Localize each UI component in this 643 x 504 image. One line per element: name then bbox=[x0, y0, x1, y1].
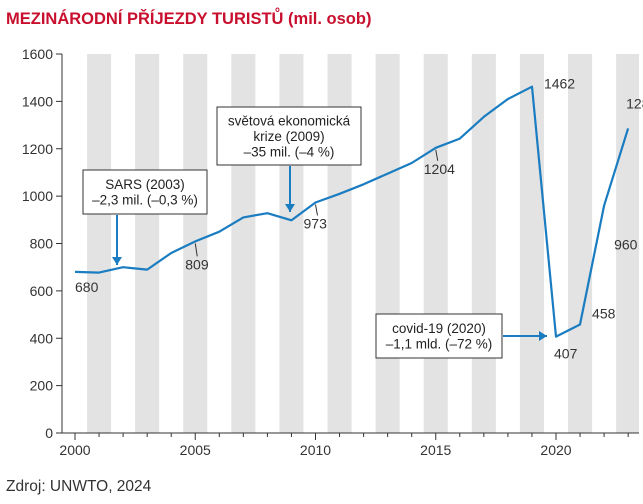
x-axis: 2000 2005 2010 2015 2020 bbox=[59, 432, 639, 458]
grid-bands bbox=[87, 54, 639, 433]
x-tick-label: 2010 bbox=[300, 442, 331, 458]
annotation-sars: SARS (2003)–2,3 mil. (–0,3 %) bbox=[82, 169, 208, 265]
annotation-arrow-head bbox=[112, 257, 122, 265]
y-tick-label: 600 bbox=[30, 283, 54, 299]
label-leader bbox=[194, 243, 198, 257]
data-label: 1286 bbox=[626, 95, 643, 111]
annotation-text: SARS (2003) bbox=[105, 177, 185, 192]
x-tick-label: 2000 bbox=[59, 442, 90, 458]
annotation-text: krize (2009) bbox=[253, 129, 324, 144]
data-label: 680 bbox=[75, 279, 99, 295]
y-tick-label: 1600 bbox=[22, 46, 53, 62]
grid-band bbox=[87, 54, 112, 433]
x-tick-label: 2005 bbox=[180, 442, 211, 458]
y-tick-label: 0 bbox=[45, 425, 53, 441]
annotations: SARS (2003)–2,3 mil. (–0,3 %)světová eko… bbox=[82, 106, 547, 359]
label-leader bbox=[435, 149, 439, 161]
annotation-box bbox=[216, 106, 362, 166]
y-tick-label: 800 bbox=[30, 236, 54, 252]
y-tick-label: 400 bbox=[30, 330, 54, 346]
y-tick-label: 200 bbox=[30, 378, 54, 394]
annotation-text: covid-19 (2020) bbox=[392, 321, 486, 336]
y-tick-label: 1400 bbox=[22, 93, 53, 109]
annotation-box bbox=[82, 169, 208, 215]
data-labels: 680 809 973 1204 1462 407 458 960 1286 bbox=[75, 76, 643, 362]
y-axis: 0 200 400 600 800 1000 1200 1400 1600 bbox=[22, 46, 63, 441]
data-label: 1204 bbox=[424, 161, 455, 177]
data-label: 458 bbox=[592, 306, 616, 322]
annotation-arrow-head bbox=[539, 331, 547, 341]
y-tick-label: 1200 bbox=[22, 141, 53, 157]
data-label: 407 bbox=[554, 346, 578, 362]
x-tick-label: 2015 bbox=[420, 442, 451, 458]
grid-band bbox=[375, 54, 400, 433]
x-tick-label: 2020 bbox=[540, 442, 571, 458]
annotation-text: světová ekonomická bbox=[228, 113, 351, 128]
source-note: Zdroj: UNWTO, 2024 bbox=[6, 478, 152, 495]
annotation-text: –2,3 mil. (–0,3 %) bbox=[92, 193, 198, 208]
grid-band bbox=[423, 54, 448, 433]
annotation-text: –35 mil. (–4 %) bbox=[244, 144, 335, 159]
annotation-box bbox=[375, 313, 503, 359]
label-leader bbox=[315, 204, 318, 216]
annotation-arrow-head bbox=[285, 204, 295, 212]
data-series bbox=[74, 85, 630, 338]
chart-title: MEZINÁRODNÍ PŘÍJEZDY TURISTŮ (mil. osob) bbox=[6, 8, 371, 28]
data-label: 973 bbox=[304, 216, 328, 232]
annotation-text: –1,1 mld. (–72 %) bbox=[386, 337, 493, 352]
data-label: 809 bbox=[185, 256, 209, 272]
y-tick-label: 1000 bbox=[22, 188, 53, 204]
series-line bbox=[74, 85, 630, 338]
data-label: 960 bbox=[614, 237, 638, 253]
grid-band bbox=[568, 54, 593, 433]
data-label: 1462 bbox=[544, 76, 575, 92]
annotation-covid: covid-19 (2020)–1,1 mld. (–72 %) bbox=[375, 313, 547, 359]
grid-band bbox=[519, 54, 544, 433]
grid-band bbox=[135, 54, 160, 433]
